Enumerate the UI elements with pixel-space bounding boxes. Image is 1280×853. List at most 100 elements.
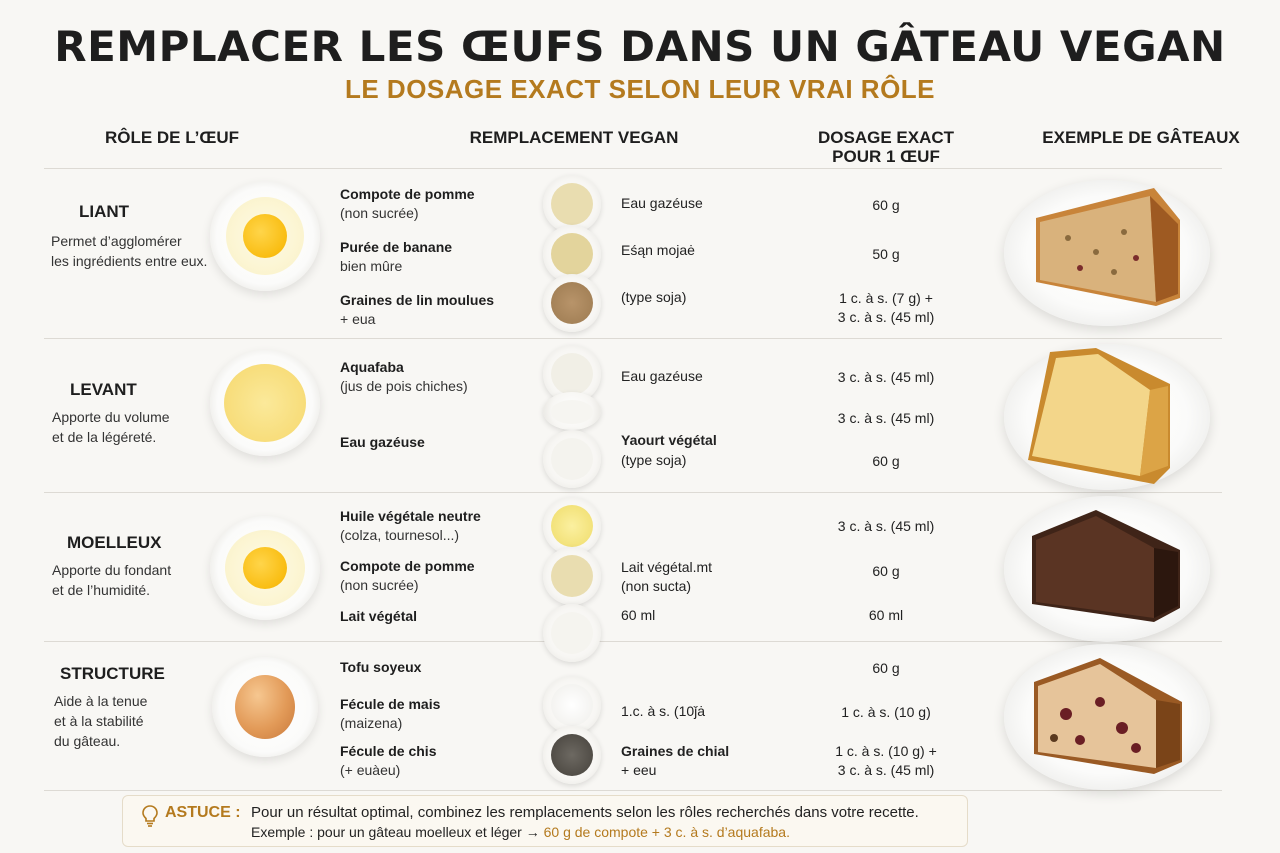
replacement-detail: (jus de pois chiches) <box>340 378 468 394</box>
column-header-replacement: REMPLACEMENT VEGAN <box>469 128 679 147</box>
page-subtitle: LE DOSAGE EXACT SELON LEUR VRAI RÔLE <box>344 74 936 104</box>
dose-value: 3 c. à s. (45 ml) <box>837 369 935 385</box>
replacement-detail: (maizena) <box>340 715 403 731</box>
oil-bowl-icon <box>543 497 601 555</box>
dose-value: 60 g <box>872 197 900 213</box>
tip-text: Pour un résultat optimal, combinez les r… <box>251 804 919 821</box>
replacement-name: Tofu soyeux <box>340 659 422 675</box>
chia-seed-bowl-icon <box>543 726 601 784</box>
yogurt-bowl-icon <box>543 430 601 488</box>
replacement-name: Compote de pomme <box>340 558 475 574</box>
role-description: Permet d’agglomérer les ingrédients entr… <box>51 231 207 271</box>
tip-example-accent: 60 g de compote + 3 c. à s. d’aquafaba. <box>543 824 790 840</box>
replacement-name: Eau gazéuse <box>340 434 425 450</box>
divider <box>44 641 1222 642</box>
egg-yolk-icon <box>210 181 320 291</box>
dose-value: 3 c. à s. (45 ml) <box>837 518 935 534</box>
dose-value: 60 g <box>872 563 900 579</box>
column-header-dose-line1: DOSAGE EXACT <box>817 128 955 147</box>
role-description-line: Apporte du volume <box>52 409 170 425</box>
beaten-egg-icon <box>210 350 320 456</box>
sponge-cake-slice-icon <box>1028 348 1170 484</box>
replacement-note: Graines de chial <box>621 743 730 759</box>
replacement-note: 60 ml <box>621 607 656 623</box>
role-description-line: Permet d’agglomérer <box>51 233 182 249</box>
page-title: REMPLACER LES ŒUFS DANS UN GÂTEAU VEGAN <box>54 22 1226 71</box>
role-name: STRUCTURE <box>60 664 165 683</box>
divider <box>44 790 1222 791</box>
replacement-note: (non sucta) <box>621 578 692 594</box>
replacement-detail: + eua <box>340 311 376 327</box>
lightbulb-icon <box>142 805 158 827</box>
role-description-line: Apporte du fondant <box>52 562 172 578</box>
role-description-line: les ingrédients entre eux. <box>51 253 208 269</box>
banana-puree-bowl-icon <box>543 225 601 283</box>
replacement-name: Compote de pomme <box>340 186 475 202</box>
role-description: Aide à la tenue et à la stabilité du gât… <box>54 691 147 751</box>
replacement-note: Yaourt végétal <box>621 432 717 448</box>
replacement-name: Fécule de chis <box>340 743 437 759</box>
replacement-note: Eau gazéuse <box>621 195 703 211</box>
chocolate-cake-slice-icon <box>1032 510 1180 622</box>
replacement-detail: (non sucrée) <box>340 205 419 221</box>
role-description-line: et de l’humidité. <box>52 582 151 598</box>
banana-bread-slice-icon <box>1004 180 1210 326</box>
tip-example-prefix: Exemple : pour un gâteau moelleux et lég… <box>251 824 540 840</box>
empty-bowl-icon <box>543 392 601 430</box>
role-description-line: et à la stabilité <box>54 713 144 729</box>
replacement-detail: (colza, tournesol...) <box>340 527 460 543</box>
banana-bread-slice-icon <box>1036 188 1180 306</box>
replacement-note: (type soja) <box>621 289 687 305</box>
sponge-cake-slice-icon <box>1004 344 1210 490</box>
dose-value: 60 g <box>872 660 900 676</box>
egg-yolk-icon <box>210 516 320 620</box>
replacement-note: Eau gazéuse <box>621 368 703 384</box>
applesauce-bowl-icon <box>543 547 601 605</box>
divider <box>44 338 1222 339</box>
replacement-name: Fécule de mais <box>340 696 441 712</box>
column-header-dose: DOSAGE EXACT POUR 1 ŒUF <box>786 128 986 166</box>
replacement-note: 1.c. à s. (10ǰȧ <box>621 703 706 719</box>
cornstarch-bowl-icon <box>543 676 601 734</box>
role-description-line: du gâteau. <box>54 733 121 749</box>
dose-value: 3 c. à s. (45 ml) <box>837 762 935 778</box>
plant-milk-bowl-icon <box>543 604 601 662</box>
dose-value: 3 c. à s. (45 ml) <box>837 410 935 426</box>
dose-value: 1 c. à s. (10 g) <box>841 704 931 720</box>
column-header-dose-line2: POUR 1 ŒUF <box>832 147 940 166</box>
replacement-name: Huile végétale neutre <box>340 508 481 524</box>
dose-value: 60 g <box>872 453 900 469</box>
divider <box>44 492 1222 493</box>
divider <box>44 168 1222 169</box>
fruit-cake-slice-icon <box>1004 644 1210 790</box>
replacement-name: Graines de lin moulues <box>340 292 495 308</box>
dose-value: 1 c. à s. (10 g) + <box>835 743 937 759</box>
fruit-cake-slice-icon <box>1034 658 1182 774</box>
role-description: Apporte du volume et de la légéreté. <box>52 407 170 447</box>
role-name: MOELLEUX <box>67 533 162 552</box>
replacement-note: + eeu <box>621 762 657 778</box>
replacement-note: (type soja) <box>621 452 687 468</box>
dose-value: 3 c. à s. (45 ml) <box>837 309 935 325</box>
applesauce-bowl-icon <box>543 175 601 233</box>
replacement-note: Eśąn mojaė <box>621 242 695 258</box>
replacement-detail: (+ euàeu) <box>340 762 401 778</box>
tip-box: ASTUCE : Pour un résultat optimal, combi… <box>122 795 968 847</box>
replacement-name: Aquafaba <box>340 359 404 375</box>
replacement-detail: (non sucrée) <box>340 577 419 593</box>
flaxseed-bowl-icon <box>543 274 601 332</box>
role-name: LEVANT <box>70 380 137 399</box>
chocolate-cake-slice-icon <box>1004 496 1210 642</box>
role-description-line: et de la légéreté. <box>52 429 157 445</box>
column-header-example: EXEMPLE DE GÂTEAUX <box>1042 128 1240 147</box>
replacement-name: Purée de banane <box>340 239 453 255</box>
whole-egg-icon <box>212 657 318 757</box>
replacement-detail: bien mûre <box>340 258 403 274</box>
tip-label: ASTUCE : <box>165 804 241 821</box>
role-description: Apporte du fondant et de l’humidité. <box>52 560 171 600</box>
column-header-role: RÔLE DE L’ŒUF <box>104 128 240 147</box>
replacement-note: Lait végétal.mt <box>621 559 713 575</box>
dose-value: 1 c. à s. (7 g) + <box>839 290 933 306</box>
role-name: LIANT <box>79 202 130 221</box>
dose-value: 60 ml <box>868 607 904 623</box>
